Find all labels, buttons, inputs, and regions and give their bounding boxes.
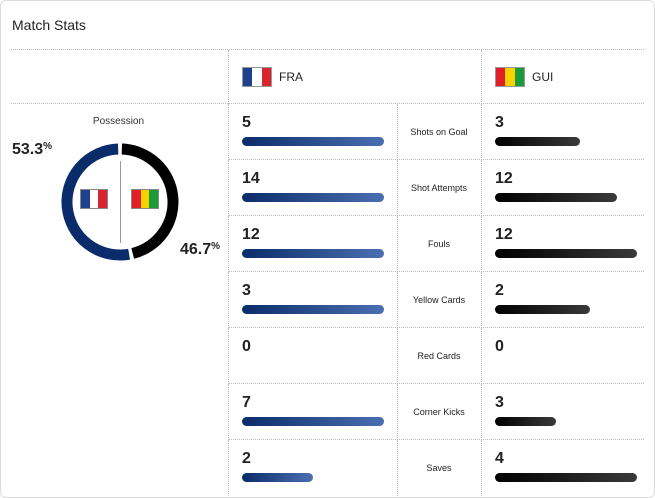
guinea-flag-icon	[495, 67, 525, 87]
possession-label: Possession	[92, 116, 145, 127]
header-col-divider-2	[481, 50, 482, 104]
row-col-divider	[228, 104, 229, 160]
row-col-divider	[481, 104, 482, 160]
stat-home-value: 7	[242, 394, 251, 411]
stat-home-value: 0	[242, 338, 251, 355]
possession-home-arc	[61, 143, 131, 261]
france-flag-icon	[80, 189, 108, 209]
stat-label: Fouls	[427, 239, 450, 249]
possession-away-arc	[121, 143, 179, 259]
possession-away-pct: 46.7%	[180, 241, 221, 258]
team-home-abbr: FRA	[279, 70, 303, 84]
row-col-divider	[228, 384, 229, 440]
row-col-divider	[397, 328, 398, 384]
guinea-flag-icon	[131, 189, 159, 209]
stat-away-value: 4	[495, 450, 504, 467]
team-away-abbr: GUI	[532, 70, 554, 84]
table-top-divider	[11, 103, 644, 104]
row-col-divider	[228, 272, 229, 328]
stat-home-bar	[242, 417, 384, 426]
row-col-divider	[481, 272, 482, 328]
row-col-divider	[481, 384, 482, 440]
team-away-header: GUI	[495, 67, 553, 87]
possession-home-pct: 53.3%	[12, 141, 53, 158]
row-col-divider	[228, 216, 229, 272]
stat-home-value: 2	[242, 450, 251, 467]
possession-divider	[120, 161, 121, 243]
stat-home-bar	[242, 305, 384, 314]
header-col-divider	[228, 50, 229, 104]
stat-label: Red Cards	[417, 351, 461, 361]
row-col-divider	[228, 160, 229, 216]
stat-away-bar	[495, 137, 581, 146]
stat-home-bar	[242, 473, 313, 482]
stat-home-bar	[242, 193, 384, 202]
row-col-divider	[397, 104, 398, 160]
row-col-divider	[481, 328, 482, 384]
row-divider	[229, 327, 644, 328]
row-col-divider	[397, 272, 398, 328]
row-col-divider	[397, 216, 398, 272]
stat-home-bar	[242, 137, 384, 146]
stat-away-bar	[495, 305, 590, 314]
stat-home-value: 12	[242, 226, 260, 243]
header-divider	[11, 49, 644, 50]
stat-away-value: 0	[495, 338, 504, 355]
row-col-divider	[397, 440, 398, 496]
stat-home-value: 14	[242, 170, 260, 187]
stat-label: Shot Attempts	[410, 183, 468, 193]
row-col-divider	[481, 440, 482, 496]
stat-away-bar	[495, 249, 637, 258]
card-title: Match Stats	[12, 17, 86, 33]
france-flag-icon	[242, 67, 272, 87]
row-col-divider	[481, 160, 482, 216]
stat-away-value: 12	[495, 170, 513, 187]
stat-away-bar	[495, 193, 617, 202]
stat-home-bar	[242, 249, 384, 258]
stat-label: Shots on Goal	[410, 127, 468, 137]
stat-away-value: 2	[495, 282, 504, 299]
stat-label: Corner Kicks	[413, 407, 465, 417]
row-col-divider	[228, 328, 229, 384]
stat-away-value: 12	[495, 226, 513, 243]
row-divider	[229, 439, 644, 440]
stat-away-bar	[495, 417, 556, 426]
stat-away-value: 3	[495, 394, 504, 411]
stat-away-bar	[495, 473, 637, 482]
row-divider	[229, 215, 644, 216]
team-home-header: FRA	[242, 67, 303, 87]
stat-away-value: 3	[495, 114, 504, 131]
possession-donut-chart	[61, 143, 179, 261]
stat-home-value: 3	[242, 282, 251, 299]
row-divider	[229, 159, 644, 160]
row-divider	[229, 271, 644, 272]
row-divider	[229, 383, 644, 384]
row-col-divider	[397, 384, 398, 440]
row-col-divider	[228, 440, 229, 496]
stat-label: Saves	[426, 463, 452, 473]
row-col-divider	[481, 216, 482, 272]
row-col-divider	[397, 160, 398, 216]
stat-label: Yellow Cards	[412, 295, 466, 305]
stat-home-value: 5	[242, 114, 251, 131]
